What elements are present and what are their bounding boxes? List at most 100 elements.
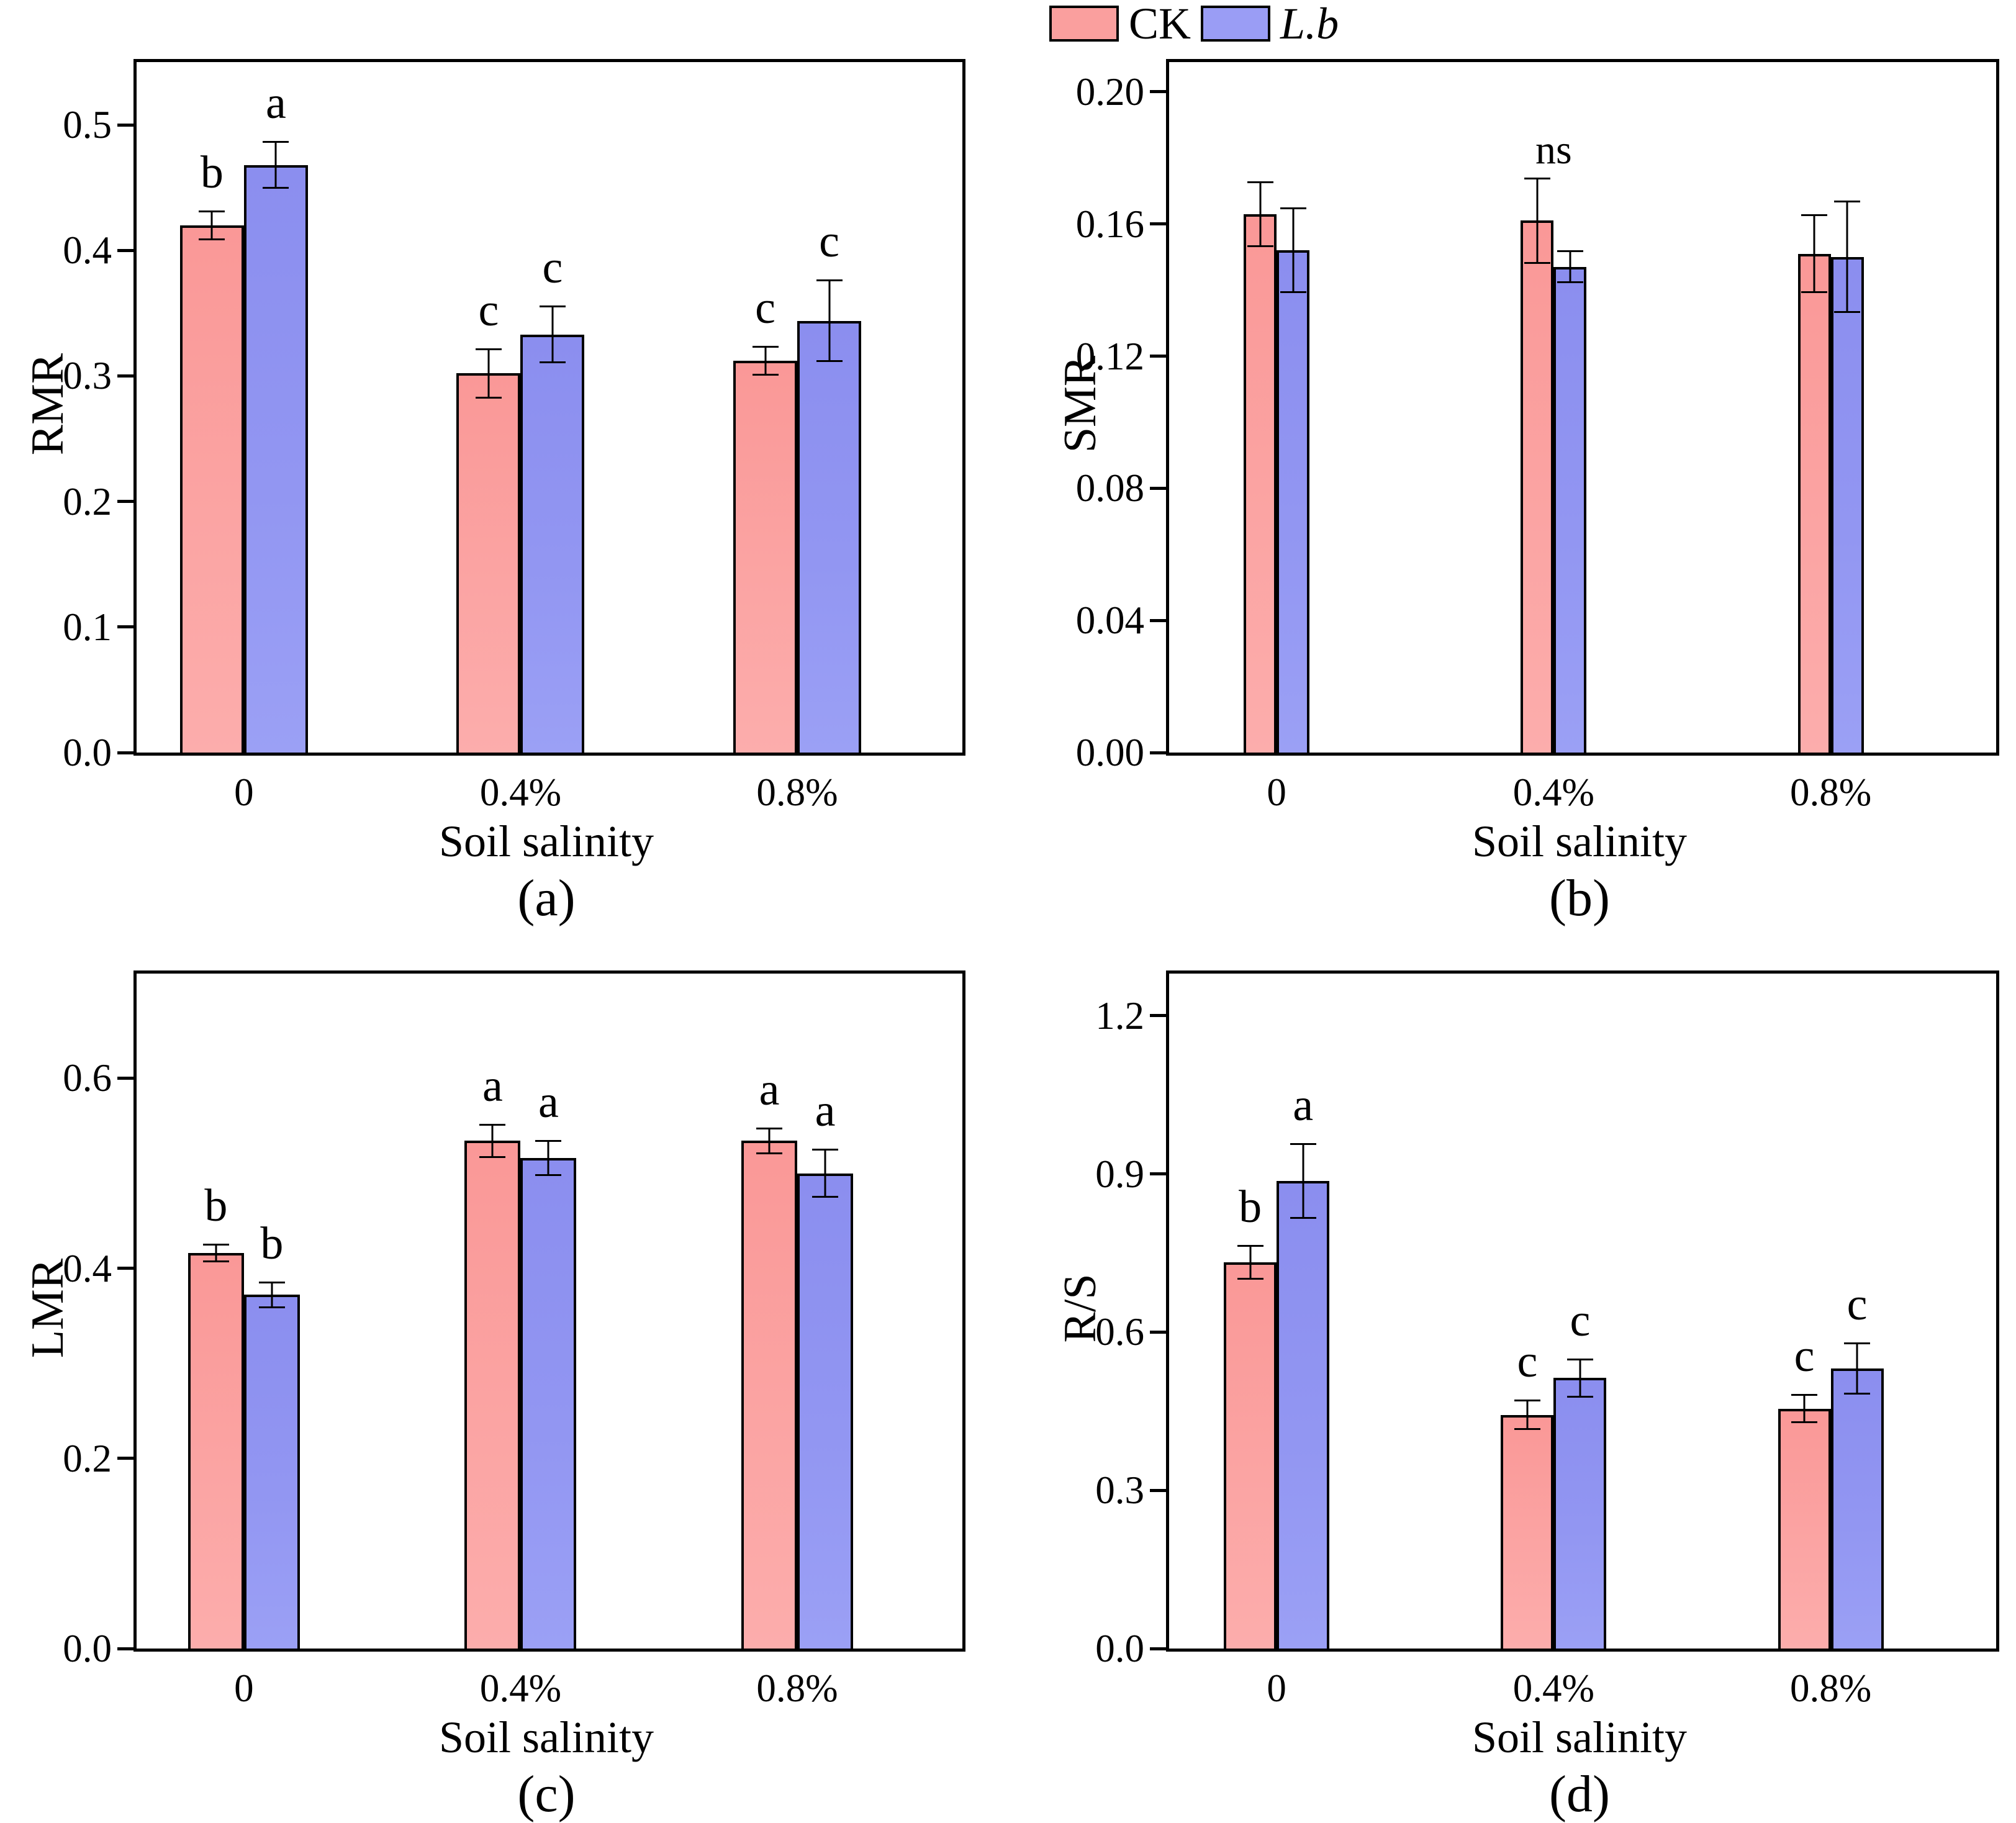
legend-swatch-lb — [1201, 6, 1271, 42]
x-tick-label: 0.8% — [1789, 1667, 1872, 1710]
bar-lb-0.4% — [1553, 1378, 1607, 1649]
y-tick-label: 0.2 — [63, 1436, 112, 1480]
error-bar — [1844, 1342, 1871, 1395]
error-bar — [1514, 1400, 1540, 1431]
bar-lb-0 — [243, 165, 308, 753]
significance-letter: a — [482, 1060, 503, 1111]
y-tick-mark — [1150, 1330, 1166, 1334]
x-axis-title: Soil salinity — [438, 817, 654, 866]
bar-ck-0.4% — [456, 373, 521, 753]
y-tick-mark — [1150, 1488, 1166, 1492]
plot-area-a: 0.0 0.1 0.2 0.3 0.4 0.5 b c c a c c 0 0.4% 0.8% — [63, 59, 965, 812]
y-tick-mark — [117, 1267, 133, 1270]
y-tick-label: 0.6 — [63, 1056, 112, 1100]
bar-ck-0.8% — [741, 1141, 797, 1649]
error-bar — [258, 1282, 285, 1308]
y-tick-mark — [1150, 90, 1166, 94]
x-tick-label: 0 — [234, 771, 254, 814]
y-tick-label: 0.6 — [1095, 1310, 1144, 1354]
bar-lb-0.8% — [797, 1173, 853, 1649]
x-tick-label: 0.4% — [479, 771, 562, 814]
y-tick-mark — [117, 1457, 133, 1460]
error-bar — [1290, 1142, 1316, 1219]
significance-letter: b — [200, 147, 224, 198]
significance-letter: c — [1846, 1279, 1868, 1331]
significance-letter: c — [478, 284, 499, 336]
x-tick-label: 0.4% — [479, 1667, 562, 1710]
y-tick-mark — [117, 1076, 133, 1080]
x-tick-label: 0.8% — [756, 771, 838, 814]
y-tick-label: 0.4 — [63, 1246, 112, 1290]
y-tick-mark — [1150, 1647, 1166, 1650]
y-tick-label: 0.3 — [1095, 1468, 1144, 1513]
error-bar — [752, 345, 779, 376]
bar-ck-0.8% — [733, 361, 797, 753]
y-tick-label: 0.20 — [1075, 70, 1144, 114]
x-tick-label: 0 — [1267, 771, 1286, 814]
legend-swatch-ck — [1049, 6, 1119, 42]
y-tick-label: 0.16 — [1075, 202, 1144, 246]
significance-letter: c — [1517, 1336, 1538, 1388]
significance-letter: b — [1239, 1182, 1262, 1233]
bar-lb-0 — [1277, 250, 1310, 753]
x-axis-title: Soil salinity — [1471, 1712, 1688, 1762]
legend-label: L.b — [1280, 0, 1339, 48]
error-bar — [1801, 214, 1828, 294]
y-tick-mark — [117, 751, 133, 754]
bar-ck-0 — [1244, 214, 1277, 753]
y-tick-label: 0.2 — [63, 479, 112, 523]
y-tick-mark — [1150, 751, 1166, 754]
error-bar — [1247, 181, 1273, 247]
y-tick-label: 1.2 — [1095, 993, 1144, 1038]
y-tick-label: 0.0 — [1095, 1627, 1144, 1670]
significance-letter: a — [1293, 1079, 1314, 1131]
y-tick-label: 0.04 — [1075, 599, 1144, 643]
y-tick-mark — [1150, 1172, 1166, 1176]
x-axis-title: Soil salinity — [1471, 817, 1688, 866]
significance-letter: c — [1570, 1295, 1591, 1346]
y-axis-title: RMR — [22, 353, 73, 456]
bar-lb-0.8% — [797, 320, 861, 753]
y-tick-mark — [117, 248, 133, 252]
bar-ck-0.8% — [1778, 1408, 1831, 1649]
significance-letter: c — [1794, 1330, 1815, 1382]
error-bar — [199, 210, 225, 241]
y-tick-mark — [1150, 486, 1166, 490]
significance-letter: b — [260, 1218, 284, 1270]
y-tick-mark — [1150, 222, 1166, 226]
y-tick-mark — [1150, 1014, 1166, 1018]
error-bar — [1280, 207, 1306, 294]
significance-letter: b — [204, 1180, 228, 1231]
y-tick-label: 0.00 — [1075, 731, 1144, 774]
significance-letter: a — [815, 1085, 836, 1136]
error-bar — [1566, 1358, 1593, 1398]
error-bar — [816, 279, 843, 363]
bar-lb-0.8% — [1830, 256, 1864, 753]
error-bar — [1237, 1245, 1263, 1280]
bar-ck-0 — [188, 1253, 244, 1649]
panel-letter: (b) — [1549, 869, 1610, 927]
bar-lb-0.4% — [520, 1158, 577, 1649]
error-bar — [263, 141, 289, 189]
significance-letter: c — [755, 282, 775, 333]
y-tick-mark — [117, 1647, 133, 1650]
panel-letter: (a) — [517, 869, 576, 927]
y-tick-label: 0.1 — [63, 605, 112, 649]
bar-ck-0.4% — [1521, 220, 1554, 753]
x-tick-label: 0.4% — [1512, 771, 1594, 814]
error-bar — [812, 1148, 838, 1198]
panel-letter: (d) — [1549, 1765, 1610, 1823]
bar-ck-0.4% — [464, 1141, 521, 1649]
x-tick-label: 0.4% — [1512, 1667, 1594, 1710]
bar-ck-0.8% — [1797, 253, 1831, 753]
bar-lb-0.4% — [1553, 266, 1587, 753]
error-bar — [475, 348, 502, 399]
plot-area-c: 0.0 0.2 0.4 0.6 b a a b a a 0 0.4% 0.8% — [63, 970, 965, 1708]
bar-lb-0 — [243, 1295, 300, 1649]
error-bar — [539, 305, 566, 364]
y-tick-label: 0.5 — [63, 103, 112, 147]
y-tick-label: 0.3 — [63, 354, 112, 398]
x-tick-label: 0.8% — [756, 1667, 838, 1710]
significance-letter: a — [759, 1064, 780, 1116]
